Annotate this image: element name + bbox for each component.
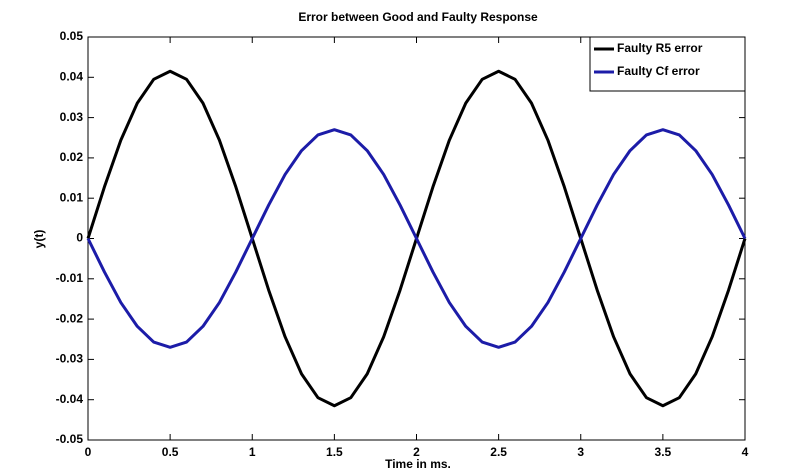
x-tick-label: 0.5 (162, 445, 179, 459)
y-tick-label: 0.05 (60, 29, 84, 43)
y-tick-label: 0.01 (60, 190, 84, 204)
legend (589, 36, 746, 92)
y-tick-label: -0.03 (56, 352, 84, 366)
legend-label: Faulty Cf error (617, 64, 700, 78)
y-tick-label: 0 (76, 231, 83, 245)
y-tick-label: 0.04 (60, 69, 84, 83)
x-tick-label: 1.5 (326, 445, 343, 459)
y-tick-label: -0.02 (56, 311, 84, 325)
x-tick-label: 3 (577, 445, 584, 459)
y-axis-label: y(t) (32, 230, 46, 249)
x-tick-label: 3.5 (655, 445, 672, 459)
x-tick-label: 4 (742, 445, 749, 459)
x-tick-label: 1 (249, 445, 256, 459)
x-axis-label: Time in ms. (385, 457, 451, 471)
x-tick-label: 0 (85, 445, 92, 459)
y-tick-label: 0.02 (60, 150, 84, 164)
y-tick-label: -0.01 (56, 271, 84, 285)
legend-label: Faulty R5 error (617, 41, 703, 55)
x-tick-label: 2.5 (490, 445, 507, 459)
y-tick-label: -0.04 (56, 392, 84, 406)
y-tick-label: 0.03 (60, 110, 84, 124)
chart-title: Error between Good and Faulty Response (298, 10, 538, 24)
series-line (86, 128, 747, 349)
y-tick-label: -0.05 (56, 432, 84, 446)
x-tick-label: 2 (413, 445, 420, 459)
